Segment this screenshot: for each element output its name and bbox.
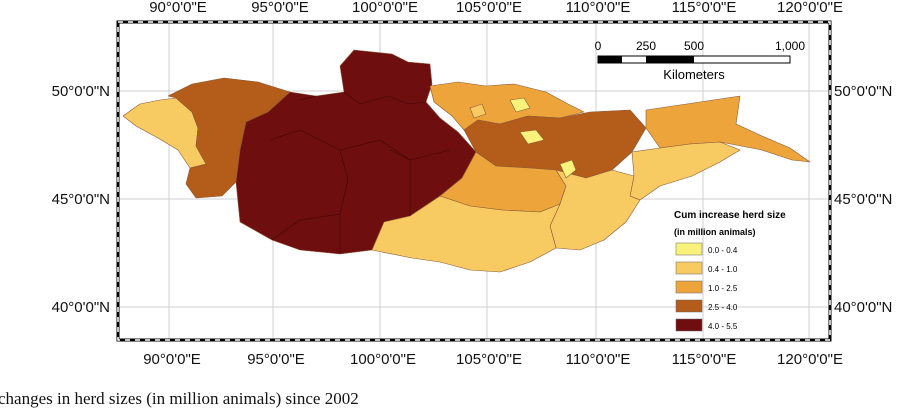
right-lat-label-45: 45°0'0"N [834, 191, 892, 208]
top-lon-label-105: 105°0'0"E [456, 0, 522, 16]
region-pocket-yellow-3 [559, 159, 577, 179]
region-pocket-yellow-2 [519, 129, 545, 145]
left-lat-label-45: 45°0'0"N [52, 191, 110, 208]
internal-boundaries [269, 91, 451, 254]
scale-tick-0: 0 [595, 39, 602, 53]
right-lat-label-50: 50°0'0"N [834, 83, 892, 100]
legend-swatch [675, 318, 703, 332]
legend-label: 2.5 - 4.0 [708, 303, 738, 312]
scale-segment-2 [646, 56, 694, 63]
legend-swatch [675, 299, 703, 313]
legend-subtitle: (in million animals) [674, 227, 756, 237]
legend-swatch [675, 261, 703, 275]
provinces [122, 49, 811, 273]
bottom-lon-label-100: 100°0'0"E [350, 351, 416, 368]
legend-label: 1.0 - 2.5 [708, 284, 738, 293]
right-latitude-labels: 50°0'0"N 45°0'0"N 40°0'0"N [834, 83, 892, 316]
top-lon-label-120: 120°0'0"E [777, 0, 843, 16]
left-latitude-labels: 50°0'0"N 45°0'0"N 40°0'0"N [52, 83, 110, 316]
right-lat-label-40: 40°0'0"N [834, 299, 892, 316]
legend-swatch [675, 280, 703, 294]
scale-bar: 0 250 500 1,000 Kilometers [595, 39, 806, 82]
top-lon-label-110: 110°0'0"E [566, 0, 631, 16]
map-frame-dashes [117, 21, 831, 341]
legend-items: 0.0 - 0.4 0.4 - 1.0 1.0 - 2.5 2.5 - 4.0 4.0 … [675, 242, 738, 332]
scale-tick-1000: 1,000 [775, 39, 805, 53]
legend-title: Cum increase herd size [674, 210, 786, 221]
left-lat-label-40: 40°0'0"N [52, 299, 110, 316]
legend: Cum increase herd size (in million anima… [674, 210, 786, 332]
top-lon-label-100: 100°0'0"E [352, 0, 418, 16]
region-pocket-yellow-1 [509, 97, 531, 113]
legend-label: 4.0 - 5.5 [708, 322, 738, 331]
region-southeast-light [629, 141, 741, 201]
legend-label: 0.0 - 0.4 [708, 246, 738, 255]
bottom-lon-label-95: 95°0'0"E [247, 351, 305, 368]
bottom-lon-label-120: 120°0'0"E [777, 351, 843, 368]
bottom-longitude-labels: 90°0'0"E 95°0'0"E 100°0'0"E 105°0'0"E 11… [143, 351, 843, 368]
scale-unit-label: Kilometers [663, 67, 725, 82]
region-south-light [371, 195, 561, 273]
scale-tick-500: 500 [684, 39, 704, 53]
legend-label: 0.4 - 1.0 [708, 265, 738, 274]
left-lat-label-50: 50°0'0"N [52, 83, 110, 100]
top-lon-label-90: 90°0'0"E [149, 0, 207, 16]
region-northwest-brown [167, 77, 291, 199]
top-lon-label-95: 95°0'0"E [251, 0, 309, 16]
top-longitude-labels: 90°0'0"E 95°0'0"E 100°0'0"E 105°0'0"E 11… [149, 0, 843, 16]
legend-swatch [675, 242, 703, 256]
scale-tick-250: 250 [636, 39, 656, 53]
bottom-lon-label-90: 90°0'0"E [143, 351, 201, 368]
region-dornogovi-light [549, 169, 641, 251]
scale-segment-1 [598, 56, 622, 63]
bottom-lon-label-105: 105°0'0"E [456, 351, 522, 368]
region-pocket-light-4 [469, 103, 487, 119]
figure-caption: changes in herd sizes (in million animal… [0, 389, 359, 408]
region-central-dark [235, 49, 477, 255]
top-lon-label-115: 115°0'0"E [672, 0, 737, 16]
bottom-lon-label-115: 115°0'0"E [672, 351, 737, 368]
bottom-lon-label-110: 110°0'0"E [566, 351, 631, 368]
